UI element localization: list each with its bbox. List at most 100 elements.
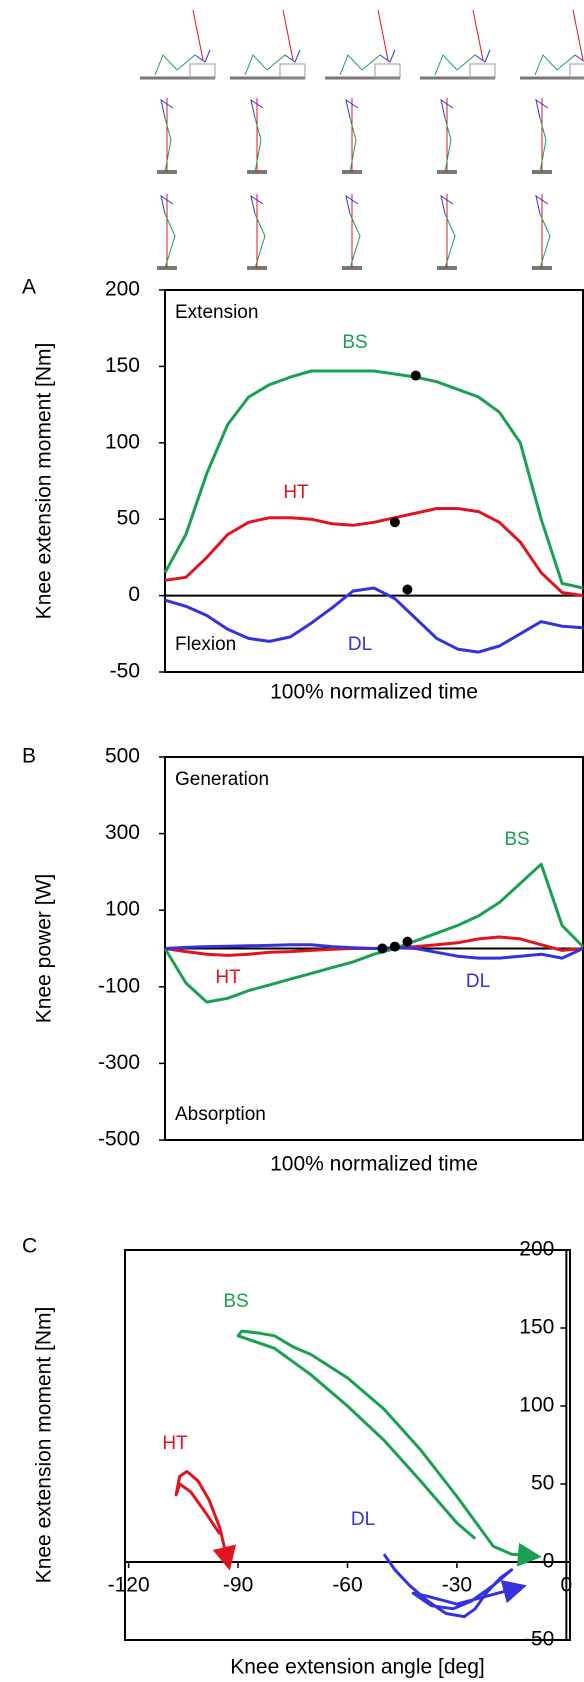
leg	[154, 54, 196, 76]
y-tick-label: -50	[110, 660, 140, 683]
series-line	[174, 1470, 237, 1571]
y-tick-label: 100	[519, 1394, 554, 1417]
panel-letter: C	[22, 1235, 37, 1258]
x-tick-label: -30	[442, 1574, 472, 1597]
arm	[284, 49, 301, 63]
leg	[339, 54, 381, 76]
series-label: BS	[223, 1291, 248, 1312]
marker-dot	[377, 943, 388, 954]
series-line	[236, 1329, 542, 1567]
box	[189, 63, 216, 79]
y-tick-label: 200	[519, 1238, 554, 1261]
x-tick-label: -60	[332, 1574, 362, 1597]
annotation: Absorption	[175, 1104, 266, 1125]
bar	[377, 9, 389, 61]
y-axis-label: Knee extension moment [Nm]	[33, 1307, 56, 1584]
marker-dot	[402, 936, 413, 947]
leg	[434, 54, 476, 76]
series-label: DL	[351, 1509, 375, 1530]
leg	[244, 54, 286, 76]
panel-letter: A	[22, 276, 36, 299]
series-line	[382, 1553, 527, 1619]
y-tick-label: 50	[531, 1472, 554, 1495]
series-label: DL	[466, 971, 490, 992]
series-label: DL	[348, 634, 372, 655]
y-tick-label: 150	[519, 1316, 554, 1339]
stick-figures	[140, 9, 584, 270]
arm	[474, 49, 491, 63]
plot-frame	[124, 1249, 571, 1641]
leg	[164, 213, 176, 269]
series-line	[164, 507, 584, 598]
series-line	[164, 586, 584, 654]
torso	[250, 194, 264, 215]
leg	[444, 213, 456, 269]
box	[469, 63, 496, 79]
y-tick-label: 300	[105, 821, 140, 844]
torso	[160, 194, 174, 215]
bar	[572, 9, 584, 61]
annotation: Flexion	[175, 634, 236, 655]
y-tick-label: -500	[98, 1128, 140, 1151]
torso	[440, 98, 454, 119]
y-axis-label: Knee extension moment [Nm]	[33, 343, 56, 620]
y-tick-label: 100	[105, 430, 140, 453]
arm	[194, 49, 211, 63]
marker-dot	[402, 584, 413, 595]
torso	[345, 98, 359, 119]
leg	[349, 117, 357, 173]
x-tick-label: -120	[108, 1574, 150, 1597]
torso	[440, 194, 454, 215]
annotation: Generation	[175, 769, 269, 790]
y-axis-label: Knee power [W]	[33, 874, 56, 1023]
bar	[472, 9, 484, 61]
y-tick-label: 500	[105, 745, 140, 768]
box	[279, 63, 306, 79]
y-tick-label: 0	[128, 583, 140, 606]
bar	[192, 9, 204, 61]
arm	[379, 49, 396, 63]
leg	[164, 117, 172, 173]
annotation: Extension	[175, 302, 258, 323]
y-tick-label: 150	[105, 354, 140, 377]
torso	[535, 194, 549, 215]
torso	[250, 98, 264, 119]
series-label: HT	[215, 967, 241, 988]
torso	[535, 98, 549, 119]
y-tick-label: 200	[105, 278, 140, 301]
leg	[534, 54, 576, 76]
series-line	[163, 369, 584, 590]
box	[374, 63, 401, 79]
leg	[254, 213, 266, 269]
x-axis-label: 100% normalized time	[270, 681, 478, 704]
series-label: HT	[283, 482, 309, 503]
arm	[574, 54, 584, 62]
y-tick-label: -100	[98, 974, 140, 997]
x-axis-label: Knee extension angle [deg]	[230, 1656, 485, 1679]
torso	[160, 98, 174, 119]
leg	[444, 117, 452, 173]
leg	[349, 213, 361, 269]
series-line	[163, 862, 584, 1004]
leg	[539, 117, 547, 173]
y-tick-label: -300	[98, 1051, 140, 1074]
panel-letter: B	[22, 745, 36, 768]
torso	[345, 194, 359, 215]
marker-dot	[410, 370, 421, 381]
marker-dot	[389, 517, 400, 528]
series-label: BS	[342, 332, 367, 353]
series-label: BS	[504, 829, 529, 850]
y-tick-label: 50	[117, 507, 140, 530]
x-axis-label: 100% normalized time	[270, 1153, 478, 1176]
leg	[539, 213, 551, 269]
bar	[282, 9, 294, 61]
series-label: HT	[162, 1433, 188, 1454]
plot-frame	[164, 289, 584, 673]
marker-dot	[389, 941, 400, 952]
y-tick-label: -50	[524, 1628, 554, 1651]
y-tick-label: 100	[105, 898, 140, 921]
x-tick-label: -90	[223, 1574, 253, 1597]
series-line	[164, 943, 584, 960]
